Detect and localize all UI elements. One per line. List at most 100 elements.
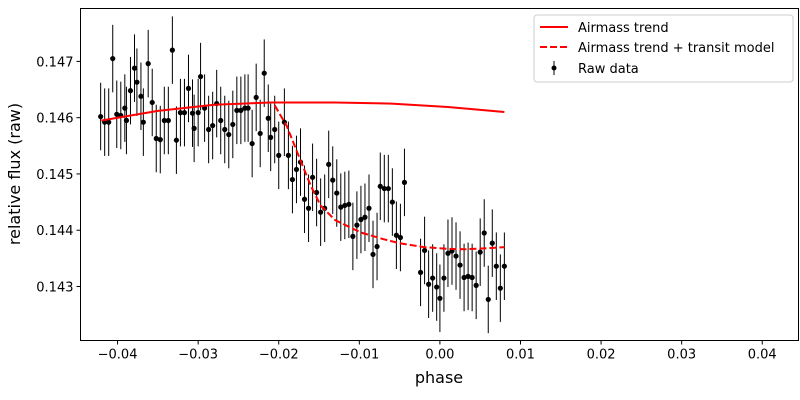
data-point xyxy=(226,131,232,138)
data-point xyxy=(461,274,467,281)
y-ticks: 0.143 0.144 0.145 0.146 0.147 xyxy=(36,55,81,295)
data-point xyxy=(338,204,344,210)
legend-data-marker xyxy=(551,65,557,71)
data-point xyxy=(445,250,451,256)
airmass-trend-line xyxy=(101,101,505,122)
data-point xyxy=(191,125,197,131)
y-tick-label: 0.145 xyxy=(36,168,73,183)
data-point xyxy=(441,275,447,281)
data-point xyxy=(493,263,499,269)
data-point xyxy=(122,105,128,111)
legend-trend-label: Airmass trend xyxy=(578,21,669,36)
data-point xyxy=(276,152,282,158)
data-point xyxy=(350,233,356,239)
y-tick-label: 0.146 xyxy=(36,112,73,127)
data-point xyxy=(222,126,228,133)
data-point xyxy=(206,126,212,133)
data-point xyxy=(153,135,159,142)
data-point xyxy=(131,65,138,71)
data-point xyxy=(497,285,503,291)
data-point xyxy=(285,152,292,158)
data-point xyxy=(195,110,201,116)
data-point xyxy=(309,174,316,180)
data-point xyxy=(157,137,163,143)
data-point xyxy=(430,275,436,281)
data-point xyxy=(330,177,336,183)
data-point xyxy=(173,137,179,143)
data-point xyxy=(426,281,432,287)
data-point xyxy=(210,122,216,129)
data-point xyxy=(140,119,146,125)
data-point xyxy=(98,113,104,120)
data-point xyxy=(334,190,340,196)
y-tick-label: 0.147 xyxy=(36,55,73,70)
data-point xyxy=(393,232,399,238)
x-tick-label: 0.00 xyxy=(425,348,454,363)
data-point xyxy=(145,61,151,67)
data-point xyxy=(265,115,271,121)
data-point xyxy=(489,240,495,246)
data-point xyxy=(485,296,491,303)
data-point xyxy=(465,273,471,279)
data-point xyxy=(218,117,224,124)
data-point xyxy=(362,214,368,220)
data-point xyxy=(261,70,267,76)
x-tick-label: −0.03 xyxy=(178,348,218,363)
data-point xyxy=(374,243,380,250)
data-points xyxy=(98,47,507,303)
x-tick-label: 0.04 xyxy=(748,348,777,363)
data-point xyxy=(114,111,120,117)
data-point xyxy=(181,110,188,116)
data-point xyxy=(268,134,274,140)
legend: Airmass trend Airmass trend + transit mo… xyxy=(533,14,794,83)
data-point xyxy=(238,107,244,113)
data-point xyxy=(230,121,236,128)
data-point xyxy=(253,94,259,101)
data-point xyxy=(377,183,383,189)
data-point xyxy=(469,274,475,281)
data-point xyxy=(453,253,459,259)
data-point xyxy=(314,189,320,196)
data-point xyxy=(389,199,395,205)
data-point xyxy=(234,107,240,113)
data-point xyxy=(481,230,487,236)
data-point xyxy=(366,205,372,211)
data-point xyxy=(370,251,376,258)
legend-box xyxy=(533,14,794,83)
data-point xyxy=(318,209,324,215)
data-point xyxy=(257,130,263,137)
x-tick-label: 0.03 xyxy=(667,348,696,363)
data-point xyxy=(421,247,428,254)
data-point xyxy=(358,216,364,223)
data-point xyxy=(185,85,192,92)
data-point xyxy=(249,140,255,147)
data-point xyxy=(165,117,171,124)
data-point xyxy=(473,282,479,288)
data-point xyxy=(397,234,404,241)
data-point xyxy=(161,117,167,124)
data-point xyxy=(305,205,312,211)
data-point xyxy=(127,88,134,94)
data-point xyxy=(417,269,424,276)
data-point xyxy=(434,284,440,290)
y-axis-label: relative flux (raw) xyxy=(5,103,24,245)
legend-data-label: Raw data xyxy=(578,62,639,77)
data-point xyxy=(110,55,116,62)
data-point xyxy=(477,249,483,255)
data-point xyxy=(385,185,391,192)
data-point xyxy=(149,99,155,106)
x-tick-label: 0.02 xyxy=(587,348,616,363)
data-point xyxy=(138,93,144,99)
x-tick-label: −0.01 xyxy=(339,348,379,363)
x-tick-label: 0.01 xyxy=(506,348,535,363)
data-point xyxy=(301,196,308,202)
y-tick-label: 0.144 xyxy=(36,224,73,239)
data-point xyxy=(293,166,300,173)
error-bars xyxy=(100,16,505,334)
data-point xyxy=(272,126,278,133)
data-point xyxy=(169,47,175,53)
data-point xyxy=(381,185,387,192)
data-point xyxy=(197,73,204,80)
data-point xyxy=(177,110,184,116)
